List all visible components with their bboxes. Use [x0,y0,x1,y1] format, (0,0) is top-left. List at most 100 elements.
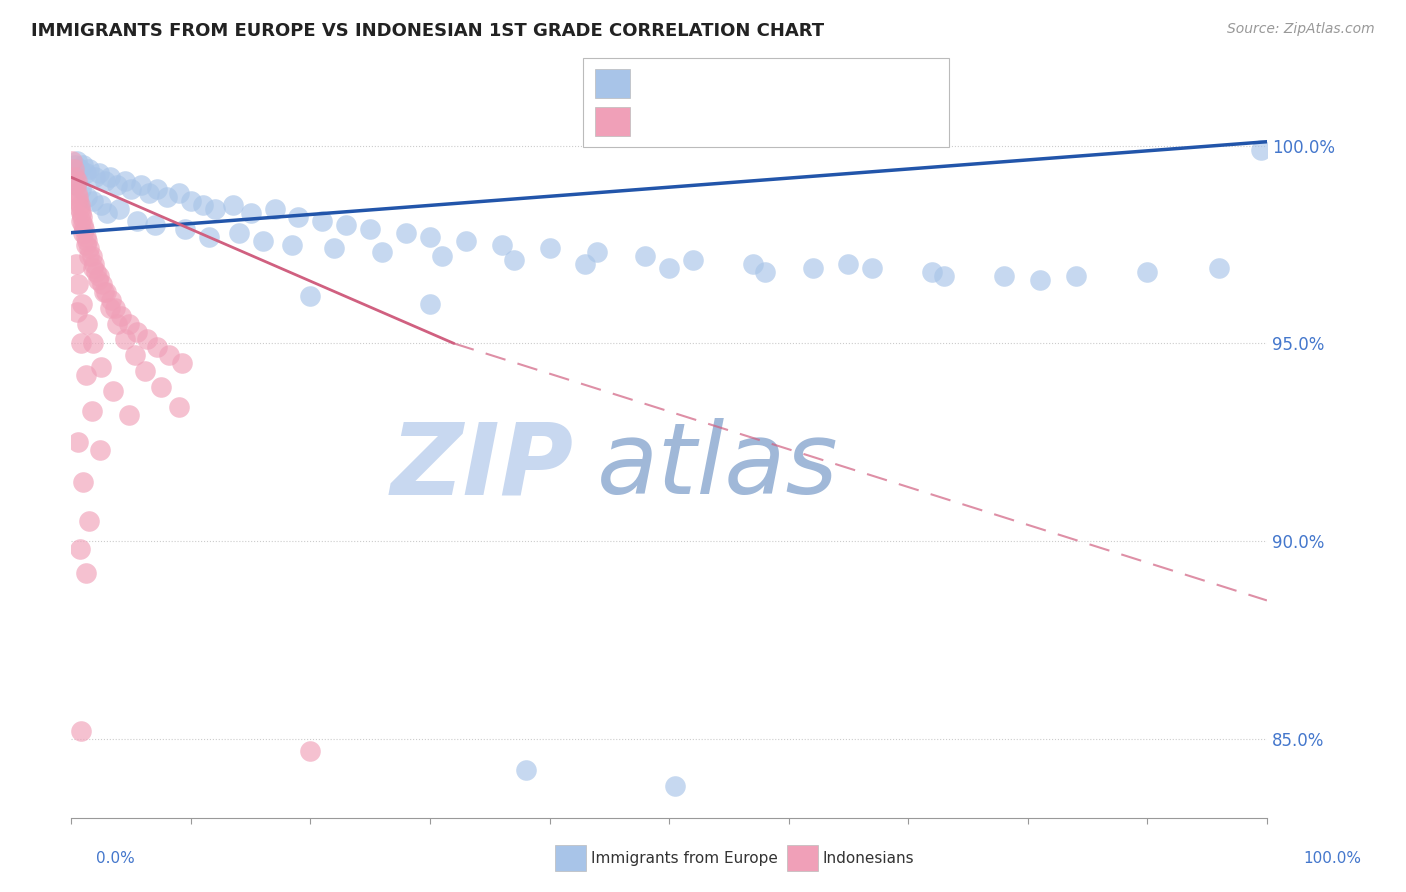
Point [502,253,524,268]
Point [72,226,94,240]
Point [228,226,250,240]
Point [76,190,98,204]
Point [156,190,179,204]
Point [491,237,513,252]
Point [84,170,107,185]
Point [146,182,169,196]
Point [94,285,117,299]
Point [87,269,110,284]
Point [93,285,115,299]
Point [754,265,776,279]
Point [67,194,90,208]
Point [75,229,97,244]
Point [125,325,148,339]
Point [67,190,90,204]
Text: 0.0%: 0.0% [96,851,135,865]
Point [634,249,657,263]
Point [335,218,357,232]
Point [801,261,824,276]
Text: N =: N = [744,113,796,131]
Point [96,206,118,220]
Point [69,206,91,220]
Point [65,178,87,193]
Point [117,317,139,331]
Point [76,234,98,248]
Point [73,221,96,235]
Point [105,317,128,331]
Point [252,234,274,248]
Point [993,269,1015,284]
Point [419,229,441,244]
Point [69,541,91,556]
Point [837,257,859,271]
Point [93,174,115,188]
Point [77,249,100,263]
Point [90,360,112,375]
Point [191,198,214,212]
Point [86,273,108,287]
Text: Source: ZipAtlas.com: Source: ZipAtlas.com [1227,22,1375,37]
Point [69,336,91,351]
Point [664,779,686,793]
Point [129,178,152,193]
Point [114,174,136,188]
Point [173,221,195,235]
Point [682,253,704,268]
Point [66,305,89,319]
Point [538,242,561,256]
Point [86,265,108,279]
Point [430,249,453,263]
Point [67,435,90,450]
Point [77,242,100,256]
Point [299,744,322,758]
Text: Indonesians: Indonesians [823,851,914,865]
Point [75,166,97,180]
Point [80,249,103,263]
Text: ZIP: ZIP [391,418,574,516]
Text: -0.157: -0.157 [676,113,741,131]
Point [89,443,111,458]
Point [172,356,194,370]
Point [204,202,226,216]
Point [91,277,114,291]
Text: N =: N = [735,74,787,92]
Point [454,234,477,248]
Point [77,514,100,528]
Text: 66: 66 [786,113,811,131]
Point [69,214,91,228]
Text: 100.0%: 100.0% [1303,851,1361,865]
Point [117,408,139,422]
Point [239,206,262,220]
Text: atlas: atlas [598,418,839,516]
Text: 0.215: 0.215 [679,74,735,92]
Point [65,178,87,193]
Point [125,214,148,228]
Point [75,566,97,580]
Point [69,723,91,738]
Point [1208,261,1230,276]
Point [134,364,156,378]
Point [741,257,763,271]
Point [101,384,124,398]
Point [197,229,219,244]
Point [114,333,136,347]
Point [287,210,309,224]
Point [574,257,596,271]
Point [323,242,346,256]
Point [104,301,127,315]
Point [63,170,86,185]
Point [108,202,131,216]
Point [395,226,418,240]
Point [66,186,89,201]
Point [100,293,122,307]
Point [167,400,190,414]
Point [63,158,86,172]
Point [90,198,112,212]
Point [149,380,172,394]
Point [69,202,91,216]
Point [98,170,121,185]
Point [82,336,104,351]
Point [586,245,609,260]
Point [75,237,97,252]
Point [419,297,441,311]
